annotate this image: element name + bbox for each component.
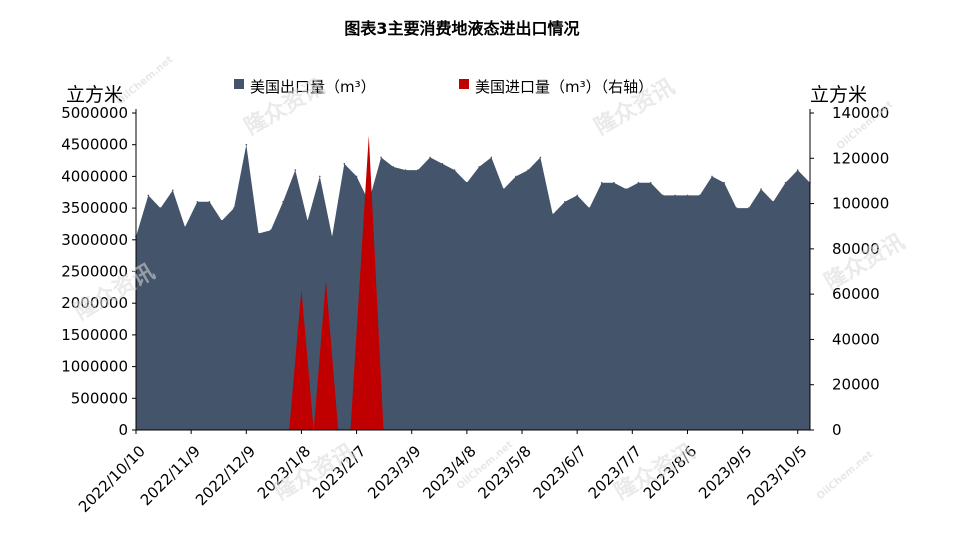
import-spike-2 <box>350 135 384 430</box>
plot-area <box>135 135 811 430</box>
export-point-40 <box>625 188 627 190</box>
right-tick-label-5: 100000 <box>832 195 889 213</box>
export-point-45 <box>686 194 689 197</box>
export-point-35 <box>564 201 566 203</box>
export-point-49 <box>735 207 738 209</box>
export-point-16 <box>331 235 333 238</box>
export-point-30 <box>502 188 505 190</box>
export-point-33 <box>539 156 542 159</box>
export-point-46 <box>698 194 701 197</box>
export-point-25 <box>441 162 444 165</box>
export-point-27 <box>466 181 468 184</box>
export-point-47 <box>711 175 713 178</box>
export-point-21 <box>392 166 395 168</box>
export-point-13 <box>294 169 297 171</box>
export-point-52 <box>772 201 774 203</box>
export-point-3 <box>172 189 174 192</box>
export-point-51 <box>760 188 762 190</box>
export-point-7 <box>221 220 223 222</box>
series-export-area <box>136 144 810 430</box>
left-tick-label-0: 0 <box>118 421 128 439</box>
export-point-20 <box>380 156 382 159</box>
export-point-41 <box>637 181 640 184</box>
left-tick-label-2: 1000000 <box>61 358 128 376</box>
left-tick-label-5: 2500000 <box>61 263 128 281</box>
export-point-2 <box>159 207 162 209</box>
left-tick-label-8: 4000000 <box>61 167 128 185</box>
export-point-1 <box>147 194 150 197</box>
export-point-18 <box>355 175 358 178</box>
right-tick-label-3: 60000 <box>832 285 880 303</box>
left-tick-label-3: 1500000 <box>61 326 128 344</box>
left-tick-label-4: 2000000 <box>61 294 128 312</box>
legend-label-import: 美国进口量（m³）（右轴） <box>475 78 653 96</box>
x-tick-label-12: 2023/10/5 <box>743 442 810 509</box>
watermark-url-3: OilChem.net <box>815 449 875 502</box>
export-point-4 <box>184 226 186 228</box>
export-point-39 <box>613 181 615 184</box>
export-point-14 <box>306 220 309 222</box>
export-point-53 <box>784 181 787 184</box>
left-tick-label-6: 3000000 <box>61 231 128 249</box>
export-point-32 <box>527 169 529 171</box>
export-point-50 <box>747 207 750 209</box>
export-point-34 <box>551 213 554 216</box>
export-point-24 <box>429 156 431 159</box>
x-tick-label-5: 2023/3/9 <box>364 442 424 502</box>
export-point-28 <box>478 166 480 168</box>
import-spike-1 <box>313 280 339 430</box>
right-tick-label-1: 20000 <box>832 376 880 394</box>
export-point-11 <box>270 229 272 232</box>
x-tick-label-8: 2023/6/7 <box>530 442 590 502</box>
export-point-26 <box>453 169 456 171</box>
left-tick-label-1: 500000 <box>71 389 128 407</box>
legend: 美国出口量（m³） 美国进口量（m³）（右轴） <box>234 78 653 96</box>
export-point-17 <box>343 162 346 165</box>
export-point-31 <box>515 175 517 178</box>
chart-title: 图表3主要消费地液态进出口情况 <box>344 19 579 38</box>
export-point-15 <box>319 175 321 178</box>
export-point-23 <box>417 169 419 171</box>
x-tick-label-0: 2022/10/10 <box>75 442 149 516</box>
right-tick-label-7: 140000 <box>832 104 889 122</box>
export-point-6 <box>208 201 211 203</box>
x-tick-label-2: 2022/12/9 <box>192 442 259 509</box>
export-point-48 <box>723 181 725 184</box>
legend-swatch-import <box>459 79 469 89</box>
export-point-29 <box>490 156 493 159</box>
right-tick-label-6: 120000 <box>832 149 889 167</box>
export-point-12 <box>282 201 284 203</box>
export-point-44 <box>674 194 676 197</box>
right-tick-label-4: 80000 <box>832 240 880 258</box>
export-point-54 <box>796 169 799 171</box>
left-tick-label-9: 4500000 <box>61 136 128 154</box>
export-point-10 <box>257 232 260 235</box>
export-point-38 <box>600 181 603 184</box>
export-point-5 <box>196 201 199 203</box>
legend-swatch-export <box>234 79 244 89</box>
import-spike-0 <box>289 289 314 430</box>
left-tick-label-10: 5000000 <box>61 104 128 122</box>
export-point-37 <box>588 207 591 209</box>
export-point-42 <box>649 181 652 184</box>
export-point-36 <box>576 194 578 197</box>
right-tick-label-0: 0 <box>832 421 842 439</box>
right-axis-unit: 立方米 <box>810 84 867 106</box>
left-axis-unit: 立方米 <box>66 84 123 106</box>
legend-label-export: 美国出口量（m³） <box>250 78 376 96</box>
export-point-9 <box>245 143 248 146</box>
export-point-43 <box>662 194 664 197</box>
left-tick-label-7: 3500000 <box>61 199 128 217</box>
right-tick-label-2: 40000 <box>832 330 880 348</box>
export-point-8 <box>233 207 235 209</box>
watermark-url-0: OilChem.net <box>115 54 175 107</box>
export-point-22 <box>404 169 407 171</box>
